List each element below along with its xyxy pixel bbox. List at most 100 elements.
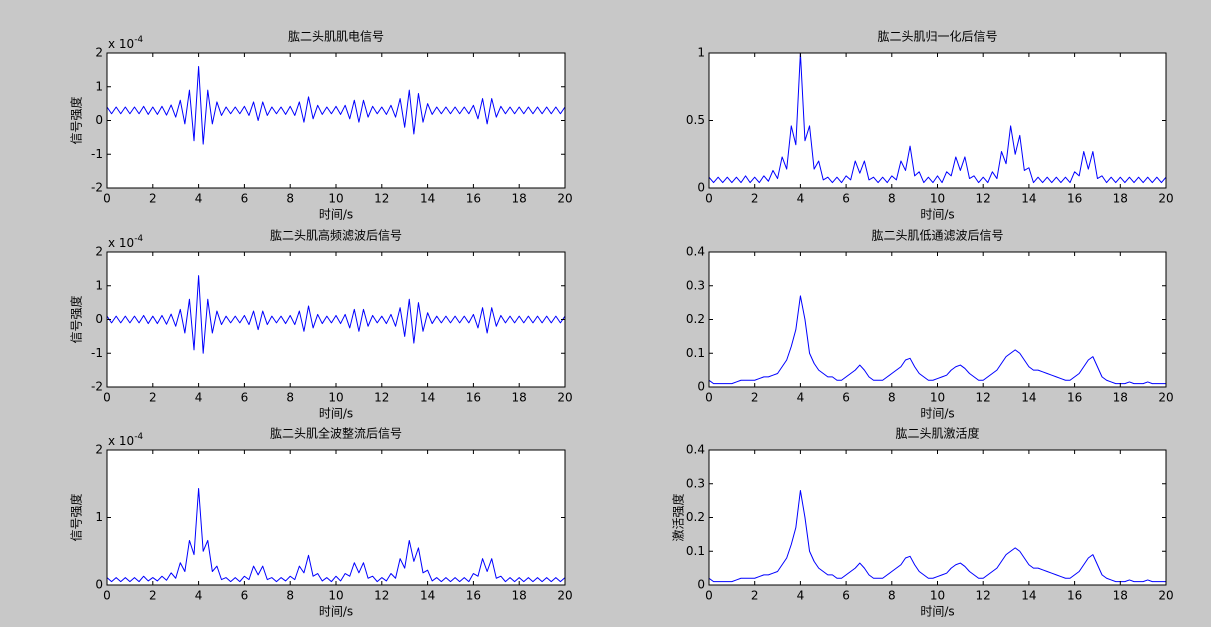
y-scale-factor: x 10-4 [108,432,143,448]
y-scale-exponent: -4 [134,35,143,45]
x-tick-label: 12 [374,589,389,603]
x-tick-label: 0 [103,589,111,603]
x-tick-label: 2 [149,192,157,206]
chart-title: 肱二头肌肌电信号 [288,29,384,44]
chart-title: 肱二头肌低通滤波后信号 [871,228,1003,243]
chart-title: 肱二头肌激活度 [895,426,979,441]
x-tick-label: 14 [1021,391,1036,405]
plot-area [709,450,1166,585]
x-tick-label: 10 [930,589,945,603]
x-tick-label: 14 [420,192,435,206]
y-scale-base: x 10 [108,434,134,448]
x-axis-label: 时间/s [920,407,954,421]
y-tick-label: 1 [95,79,103,93]
y-tick-label: 0.4 [686,443,705,457]
plot-group [107,66,565,145]
x-tick-label: 6 [241,391,249,405]
y-tick-label: -2 [91,380,103,394]
y-tick-label: 2 [95,46,103,60]
y-tick-label: -1 [91,147,103,161]
y-axis-label: 信号强度 [69,493,84,541]
x-tick-label: 10 [930,391,945,405]
x-tick-label: 4 [195,192,203,206]
x-tick-label: 8 [286,391,294,405]
y-tick-label: 0.2 [686,312,705,326]
x-tick-label: 14 [1021,192,1036,206]
signal-line [107,66,565,145]
plot-group [709,53,1166,184]
plot-group [709,295,1166,385]
y-scale-factor: x 10-4 [108,35,143,51]
x-tick-label: 8 [286,589,294,603]
x-axis-label: 时间/s [920,208,954,222]
x-axis-label: 时间/s [319,407,353,421]
x-tick-label: 14 [420,589,435,603]
y-scale-base: x 10 [108,236,134,250]
signal-line [107,275,565,354]
x-tick-label: 18 [1113,589,1128,603]
x-axis-label: 时间/s [319,605,353,619]
x-tick-label: 10 [328,589,343,603]
signal-line [107,487,565,583]
x-tick-label: 20 [1158,589,1173,603]
x-tick-label: 16 [466,192,481,206]
x-tick-label: 0 [103,391,111,405]
chart-title: 肱二头肌高频滤波后信号 [270,228,402,243]
y-tick-label: 0 [95,113,103,127]
x-tick-label: 8 [888,192,896,206]
x-tick-label: 18 [512,192,527,206]
x-tick-label: 12 [976,192,991,206]
y-tick-label: 0.4 [686,245,705,259]
x-tick-label: 16 [1067,192,1082,206]
y-axis-label: 信号强度 [69,96,84,144]
x-tick-label: 2 [149,391,157,405]
y-scale-exponent: -4 [134,234,143,244]
x-tick-label: 12 [374,391,389,405]
x-tick-label: 18 [1113,192,1128,206]
x-tick-label: 4 [797,192,805,206]
x-tick-label: 20 [557,192,572,206]
chart-title: 肱二头肌归一化后信号 [877,29,997,44]
x-tick-label: 18 [512,589,527,603]
x-tick-label: 6 [842,391,850,405]
x-tick-label: 16 [466,589,481,603]
plot-area [107,252,565,387]
x-tick-label: 0 [705,589,713,603]
y-scale-exponent: -4 [134,432,143,442]
x-tick-label: 6 [842,589,850,603]
x-tick-label: 0 [103,192,111,206]
y-tick-label: 0.3 [686,476,705,490]
x-tick-label: 16 [1067,589,1082,603]
x-tick-label: 12 [374,192,389,206]
y-tick-label: 2 [95,443,103,457]
x-tick-label: 0 [705,192,713,206]
y-tick-label: 1 [95,510,103,524]
x-tick-label: 4 [195,589,203,603]
x-tick-label: 0 [705,391,713,405]
x-tick-label: 12 [976,589,991,603]
x-tick-label: 16 [466,391,481,405]
x-tick-label: 10 [328,391,343,405]
y-tick-label: 0 [95,312,103,326]
y-tick-label: 0 [697,181,705,195]
y-axis-label: 信号强度 [69,295,84,343]
x-tick-label: 2 [751,589,759,603]
y-axis-label: 激活强度 [671,493,686,541]
x-tick-label: 16 [1067,391,1082,405]
signal-line [709,53,1166,184]
y-tick-label: 0.2 [686,510,705,524]
x-tick-label: 12 [976,391,991,405]
x-tick-label: 20 [1158,192,1173,206]
x-tick-label: 8 [888,589,896,603]
signal-line [709,295,1166,385]
x-tick-label: 2 [751,192,759,206]
plot-area [709,53,1166,188]
y-tick-label: 0.1 [686,346,705,360]
x-tick-label: 14 [420,391,435,405]
y-tick-label: 0 [95,578,103,592]
x-tick-label: 8 [286,192,294,206]
x-tick-label: 6 [241,589,249,603]
y-tick-label: -1 [91,346,103,360]
